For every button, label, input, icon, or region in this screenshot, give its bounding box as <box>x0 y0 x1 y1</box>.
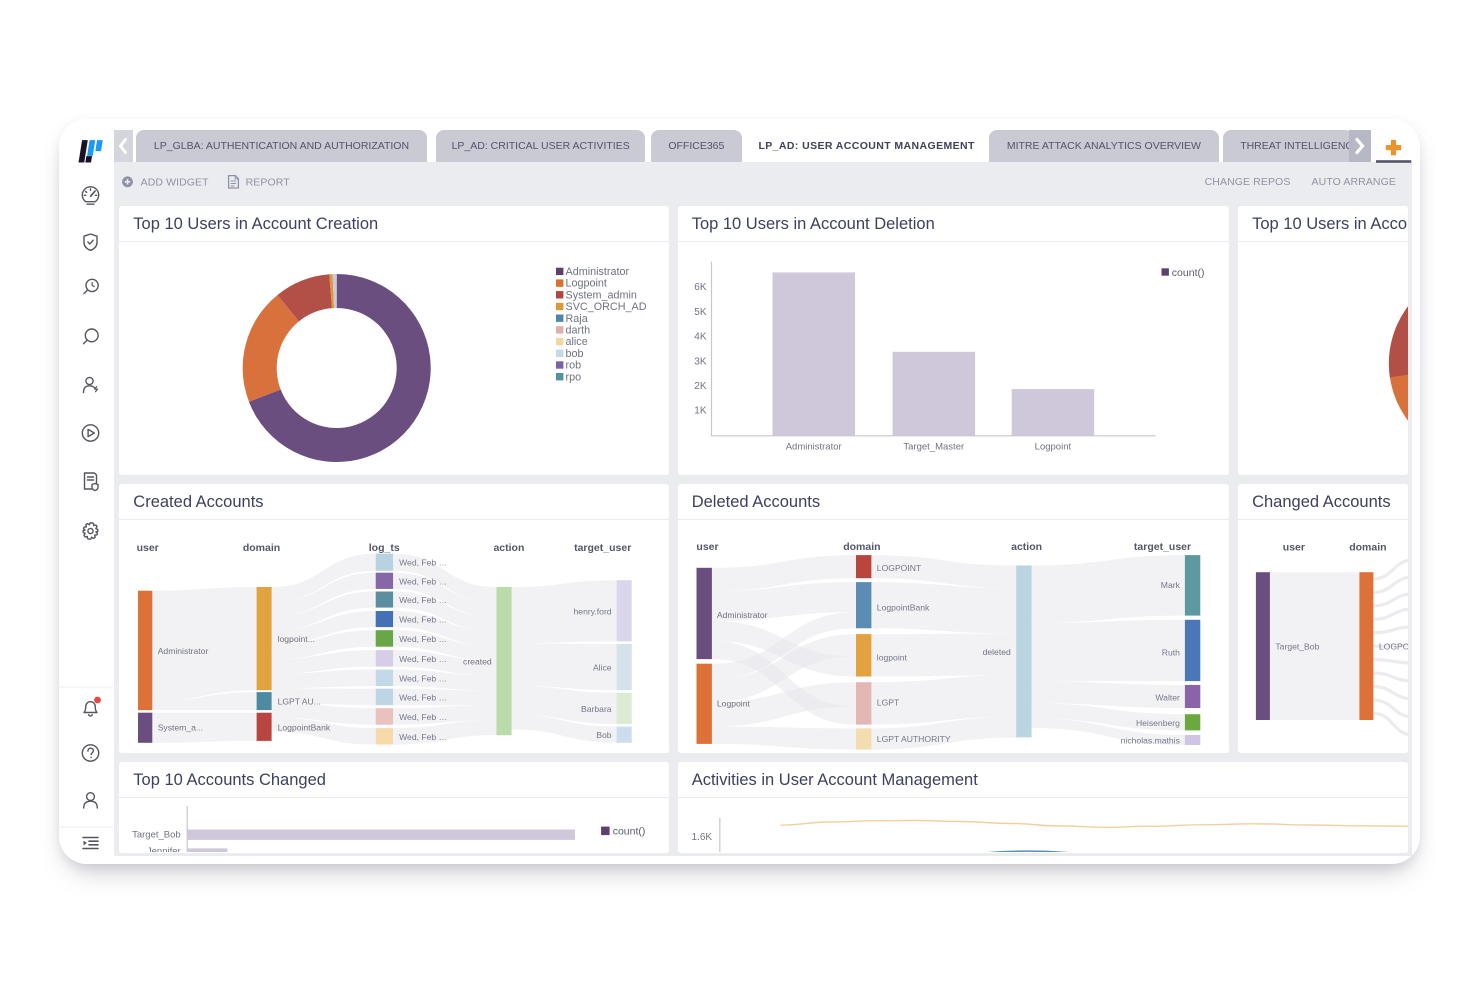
svg-text:LGPT AUTHORITY: LGPT AUTHORITY <box>876 734 950 744</box>
svg-text:count(): count() <box>1171 267 1204 279</box>
svg-text:1K: 1K <box>694 406 707 417</box>
svg-text:LGPT AU...: LGPT AU... <box>278 696 321 706</box>
svg-text:6K: 6K <box>694 282 707 293</box>
svg-text:henry.ford: henry.ford <box>574 606 612 616</box>
svg-text:Administrator: Administrator <box>785 441 841 452</box>
svg-text:Walter: Walter <box>1155 692 1180 702</box>
svg-text:5K: 5K <box>694 307 707 318</box>
svg-text:domain: domain <box>243 542 280 554</box>
svg-text:Alice: Alice <box>593 663 612 673</box>
svg-text:deleted: deleted <box>982 647 1010 657</box>
svg-text:2K: 2K <box>694 381 707 392</box>
svg-text:Wed, Feb …: Wed, Feb … <box>399 615 447 625</box>
svg-text:Raja: Raja <box>566 313 588 325</box>
svg-text:log_ts: log_ts <box>369 542 400 554</box>
svg-text:1.6K: 1.6K <box>691 832 712 843</box>
svg-text:Ruth: Ruth <box>1161 647 1179 657</box>
svg-text:3K: 3K <box>694 356 707 367</box>
svg-text:LOGPOINT: LOGPOINT <box>876 563 921 573</box>
svg-text:created: created <box>463 657 492 667</box>
svg-text:Wed, Feb …: Wed, Feb … <box>399 693 447 703</box>
svg-text:bob: bob <box>566 348 584 360</box>
svg-text:REPORT: REPORT <box>246 176 291 188</box>
svg-text:Wed, Feb …: Wed, Feb … <box>399 654 447 664</box>
svg-text:Wed, Feb …: Wed, Feb … <box>399 595 447 605</box>
svg-text:action: action <box>1011 541 1042 553</box>
svg-text:count(): count() <box>613 826 646 838</box>
svg-text:darth: darth <box>566 325 591 337</box>
svg-text:LogpointBank: LogpointBank <box>876 602 929 612</box>
svg-text:Administrator: Administrator <box>566 266 630 278</box>
svg-text:target_user: target_user <box>574 542 631 554</box>
svg-text:LGPT: LGPT <box>876 698 899 708</box>
svg-text:4K: 4K <box>694 332 707 343</box>
svg-text:logpoint...: logpoint... <box>278 634 315 644</box>
svg-text:domain: domain <box>843 541 880 553</box>
svg-text:Jennifer: Jennifer <box>147 846 181 852</box>
svg-text:System_a...: System_a... <box>158 723 203 733</box>
svg-text:Administrator: Administrator <box>158 646 209 656</box>
svg-text:Administrator: Administrator <box>717 610 768 620</box>
svg-text:Mark: Mark <box>1160 580 1180 590</box>
svg-text:alice: alice <box>566 336 588 348</box>
svg-text:logpoint: logpoint <box>876 653 907 663</box>
svg-text:LogpointBank: LogpointBank <box>278 722 331 732</box>
svg-text:Logpoint: Logpoint <box>1034 441 1071 452</box>
svg-text:System_admin: System_admin <box>566 289 637 301</box>
svg-text:Target_Bob: Target_Bob <box>1275 642 1319 652</box>
svg-text:Wed, Feb …: Wed, Feb … <box>399 576 447 586</box>
svg-text:Logpoint: Logpoint <box>717 698 751 708</box>
svg-text:action: action <box>494 542 525 554</box>
svg-text:Wed, Feb …: Wed, Feb … <box>399 558 447 568</box>
svg-text:target_user: target_user <box>1134 541 1191 553</box>
svg-text:Wed, Feb …: Wed, Feb … <box>399 673 447 683</box>
svg-text:Logpoint: Logpoint <box>566 278 607 290</box>
svg-text:Barbara: Barbara <box>581 704 612 714</box>
svg-text:user: user <box>1283 542 1305 554</box>
svg-text:user: user <box>137 542 159 554</box>
svg-text:user: user <box>696 541 718 553</box>
svg-text:rpo: rpo <box>566 371 582 383</box>
svg-text:nicholas.mathis: nicholas.mathis <box>1120 736 1179 746</box>
svg-text:Heisenberg: Heisenberg <box>1136 718 1180 728</box>
svg-text:Wed, Feb …: Wed, Feb … <box>399 634 447 644</box>
svg-text:rob: rob <box>566 360 582 372</box>
svg-text:Wed, Feb …: Wed, Feb … <box>399 732 447 742</box>
svg-text:LOGPO: LOGPO <box>1379 642 1408 652</box>
svg-text:Target_Bob: Target_Bob <box>132 829 181 840</box>
svg-text:Wed, Feb …: Wed, Feb … <box>399 712 447 722</box>
svg-text:domain: domain <box>1349 542 1386 554</box>
svg-text:Bob: Bob <box>597 730 613 740</box>
svg-text:Target_Master: Target_Master <box>903 441 964 452</box>
svg-text:SVC_ORCH_AD: SVC_ORCH_AD <box>566 301 647 313</box>
svg-text:ADD WIDGET: ADD WIDGET <box>141 176 210 188</box>
